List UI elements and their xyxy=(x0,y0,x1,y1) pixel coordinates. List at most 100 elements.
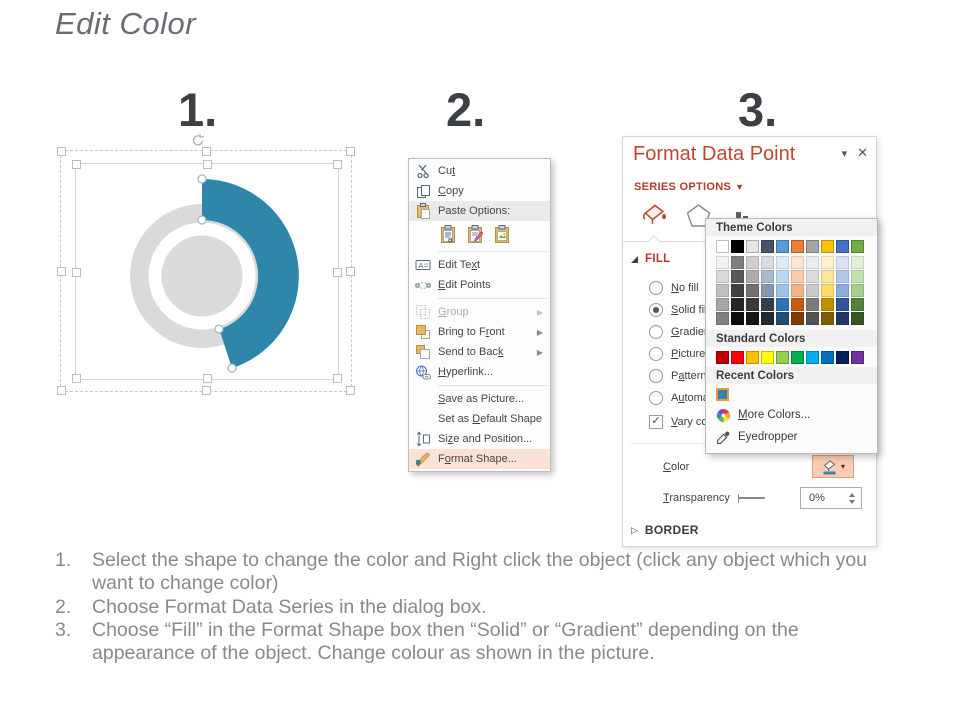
selection-handle[interactable] xyxy=(72,374,81,383)
menu-item[interactable]: Edit Points xyxy=(409,275,550,295)
fill-option[interactable]: Solid fill xyxy=(649,299,768,321)
selection-handle[interactable] xyxy=(346,386,355,395)
checkbox-checked-icon[interactable]: ✓ xyxy=(649,415,663,429)
selection-handle[interactable] xyxy=(203,374,212,383)
theme-variant-swatch[interactable] xyxy=(821,270,834,283)
theme-variant-swatch[interactable] xyxy=(776,312,789,325)
menu-item[interactable]: Cut xyxy=(409,161,550,181)
menu-item[interactable]: A Edit Text xyxy=(409,255,550,275)
theme-color-swatch[interactable] xyxy=(836,240,849,253)
series-options-dropdown[interactable]: SERIES OPTIONS ▼ xyxy=(634,181,744,193)
theme-color-swatch[interactable] xyxy=(776,240,789,253)
standard-color-swatch[interactable] xyxy=(776,351,789,364)
theme-variant-swatch[interactable] xyxy=(731,284,744,297)
theme-variant-swatch[interactable] xyxy=(746,270,759,283)
selection-handle[interactable] xyxy=(202,386,211,395)
tab-fill-and-line[interactable] xyxy=(637,199,671,236)
paste-keep-formatting-icon[interactable]: a xyxy=(438,224,460,246)
selection-handle[interactable] xyxy=(346,147,355,156)
more-colors-item[interactable]: More Colors... xyxy=(706,404,877,426)
standard-color-swatch[interactable] xyxy=(746,351,759,364)
theme-variant-swatch[interactable] xyxy=(806,298,819,311)
spin-down-icon[interactable] xyxy=(849,499,855,504)
theme-variant-swatch[interactable] xyxy=(716,284,729,297)
menu-item[interactable]: Send to Back ▶ xyxy=(409,342,550,362)
theme-variant-swatch[interactable] xyxy=(821,312,834,325)
transparency-slider[interactable] xyxy=(737,493,800,503)
standard-color-swatch[interactable] xyxy=(731,351,744,364)
theme-variant-swatch[interactable] xyxy=(821,284,834,297)
menu-item[interactable]: Hyperlink... xyxy=(409,362,550,382)
theme-variant-swatch[interactable] xyxy=(761,256,774,269)
theme-variant-swatch[interactable] xyxy=(761,298,774,311)
theme-color-swatch[interactable] xyxy=(761,240,774,253)
theme-variant-swatch[interactable] xyxy=(836,312,849,325)
close-icon[interactable]: ✕ xyxy=(857,145,868,160)
theme-variant-swatch[interactable] xyxy=(776,256,789,269)
theme-color-swatch[interactable] xyxy=(716,240,729,253)
theme-variant-swatch[interactable] xyxy=(761,270,774,283)
selection-handle[interactable] xyxy=(202,147,211,156)
theme-variant-swatch[interactable] xyxy=(806,256,819,269)
theme-variant-swatch[interactable] xyxy=(806,284,819,297)
menu-item[interactable]: Size and Position... xyxy=(409,429,550,449)
theme-variant-swatch[interactable] xyxy=(731,270,744,283)
theme-variant-swatch[interactable] xyxy=(791,284,804,297)
theme-variant-swatch[interactable] xyxy=(791,312,804,325)
theme-variant-swatch[interactable] xyxy=(731,312,744,325)
standard-color-swatch[interactable] xyxy=(851,351,864,364)
theme-color-swatch[interactable] xyxy=(821,240,834,253)
theme-variant-swatch[interactable] xyxy=(821,298,834,311)
eyedropper-item[interactable]: Eyedropper xyxy=(706,426,877,448)
theme-variant-swatch[interactable] xyxy=(776,270,789,283)
theme-variant-swatch[interactable] xyxy=(746,284,759,297)
theme-variant-swatch[interactable] xyxy=(716,256,729,269)
theme-variant-swatch[interactable] xyxy=(806,270,819,283)
arc-endpoint-handle[interactable] xyxy=(214,324,224,334)
theme-variant-swatch[interactable] xyxy=(716,312,729,325)
menu-item[interactable]: Paste Options: xyxy=(409,201,550,221)
standard-color-swatch[interactable] xyxy=(806,351,819,364)
selection-handle[interactable] xyxy=(333,374,342,383)
theme-variant-swatch[interactable] xyxy=(851,256,864,269)
theme-variant-swatch[interactable] xyxy=(791,270,804,283)
theme-variant-swatch[interactable] xyxy=(776,298,789,311)
standard-color-swatch[interactable] xyxy=(791,351,804,364)
radio-icon[interactable] xyxy=(649,281,663,295)
panel-collapse-icon[interactable]: ▾ xyxy=(841,148,848,160)
fill-section-header[interactable]: FILL xyxy=(631,253,670,265)
theme-variant-swatch[interactable] xyxy=(746,312,759,325)
theme-variant-swatch[interactable] xyxy=(821,256,834,269)
menu-item[interactable]: Format Shape... xyxy=(409,449,550,469)
theme-variant-swatch[interactable] xyxy=(731,256,744,269)
menu-item[interactable]: Save as Picture... xyxy=(409,389,550,409)
selection-handle[interactable] xyxy=(72,160,81,169)
standard-color-swatch[interactable] xyxy=(761,351,774,364)
theme-variant-swatch[interactable] xyxy=(851,312,864,325)
theme-variant-swatch[interactable] xyxy=(836,284,849,297)
rotate-handle-icon[interactable] xyxy=(190,132,206,153)
arc-endpoint-handle[interactable] xyxy=(197,174,207,184)
arc-endpoint-handle[interactable] xyxy=(197,215,207,225)
recent-color-swatch[interactable] xyxy=(716,388,729,401)
theme-variant-swatch[interactable] xyxy=(851,298,864,311)
theme-variant-swatch[interactable] xyxy=(746,256,759,269)
menu-item[interactable]: Copy xyxy=(409,181,550,201)
theme-variant-swatch[interactable] xyxy=(761,312,774,325)
theme-variant-swatch[interactable] xyxy=(836,298,849,311)
menu-item[interactable]: Bring to Front ▶ xyxy=(409,322,550,342)
theme-variant-swatch[interactable] xyxy=(836,270,849,283)
menu-item[interactable]: Set as Default Shape xyxy=(409,409,550,429)
theme-color-swatch[interactable] xyxy=(806,240,819,253)
selection-handle[interactable] xyxy=(333,267,342,277)
paste-merge-formatting-icon[interactable] xyxy=(465,224,487,246)
standard-color-swatch[interactable] xyxy=(821,351,834,364)
selection-handle[interactable] xyxy=(57,267,66,276)
selection-handle[interactable] xyxy=(333,160,342,169)
border-section-header[interactable]: ▷ BORDER xyxy=(631,523,699,537)
theme-variant-swatch[interactable] xyxy=(791,256,804,269)
selection-handle[interactable] xyxy=(203,160,212,169)
radio-selected-icon[interactable] xyxy=(649,303,663,317)
theme-variant-swatch[interactable] xyxy=(776,284,789,297)
spin-up-icon[interactable] xyxy=(849,492,855,497)
